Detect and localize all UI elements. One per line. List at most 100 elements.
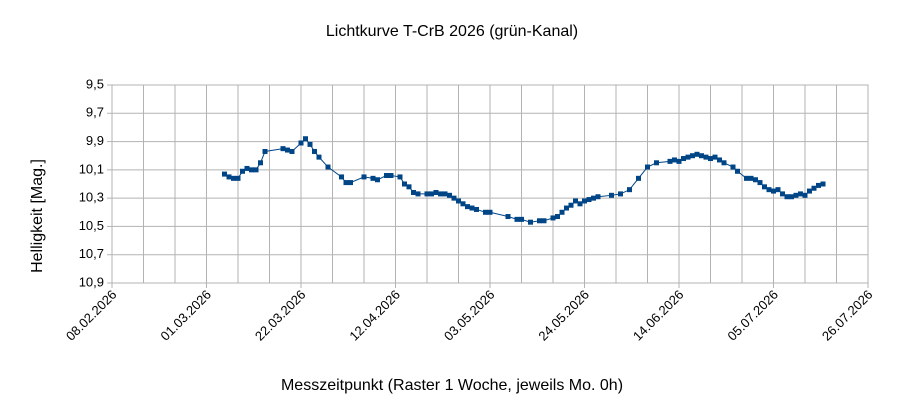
y-tick-label: 10,1 [79,161,104,176]
y-tick-label: 10,3 [79,190,104,205]
marker [451,195,457,201]
marker [361,174,367,180]
x-tick-label: 26.07.2026 [819,287,876,344]
marker [753,177,758,183]
marker [285,147,290,153]
marker [505,214,511,220]
marker [415,191,421,197]
marker [744,175,749,181]
marker [748,175,754,181]
marker [609,192,614,198]
marker [348,180,353,186]
marker [325,164,331,170]
marker [577,201,583,207]
marker [681,156,686,162]
marker [244,165,250,171]
marker [672,157,677,163]
marker [667,158,673,164]
marker [456,198,461,204]
marker [766,187,772,193]
marker [469,205,475,211]
marker [316,154,322,160]
marker [712,154,718,160]
marker [397,174,403,180]
marker [645,164,650,170]
marker [465,204,470,210]
x-tick-label: 12.04.2026 [346,287,403,344]
marker [487,209,493,215]
y-tick-label: 9,7 [86,105,104,120]
marker [384,173,389,179]
marker [343,180,349,186]
marker [591,195,596,201]
marker [568,202,574,208]
marker [424,191,430,197]
marker [564,205,569,211]
marker [775,187,781,193]
marker [559,209,565,215]
marker [676,158,682,164]
marker [582,198,587,204]
marker [820,181,826,187]
marker [573,198,578,204]
x-axis-title: Messzeitpunkt (Raster 1 Woche, jeweils M… [281,377,623,394]
marker [307,141,313,147]
marker [262,148,268,154]
marker [258,160,263,166]
marker [411,189,416,195]
marker [708,156,713,162]
marker [249,167,254,173]
x-tick-label: 03.05.2026 [441,287,498,344]
marker [312,148,317,154]
marker [460,201,466,207]
marker [303,136,308,142]
marker [771,188,776,194]
marker [442,191,448,197]
marker [730,164,736,170]
plot-frame [111,84,869,284]
marker [703,154,709,160]
marker [627,187,632,193]
marker [231,175,236,181]
marker [402,181,407,187]
marker [793,192,799,198]
x-tick-label: 22.03.2026 [252,287,309,344]
marker [406,184,412,190]
marker [253,167,259,173]
marker [789,194,794,200]
marker [474,206,479,212]
marker [483,209,488,215]
marker [636,175,641,181]
marker [226,174,232,180]
marker [735,168,740,174]
marker [537,218,542,224]
marker [802,192,808,198]
marker [595,194,601,200]
x-tick-label: 01.03.2026 [157,287,214,344]
marker [447,192,452,198]
marker [694,151,700,157]
marker [811,185,817,191]
y-tick-label: 9,5 [86,76,104,91]
y-tick-label: 10,7 [79,246,104,261]
marker [433,189,439,195]
marker [690,153,695,159]
marker [541,218,547,224]
marker [654,160,659,166]
chart-title: Lichtkurve T-CrB 2026 (grün-Kanal) [326,23,578,40]
marker [618,191,623,197]
marker [784,194,790,200]
marker [550,215,556,221]
marker [429,191,434,197]
marker [762,184,767,190]
marker [780,191,785,197]
y-tick-label: 10,9 [79,274,104,289]
marker [388,173,394,179]
marker [717,157,722,163]
marker [375,177,380,183]
marker [807,188,812,194]
marker [240,168,245,174]
marker [370,175,376,181]
marker [339,174,344,180]
